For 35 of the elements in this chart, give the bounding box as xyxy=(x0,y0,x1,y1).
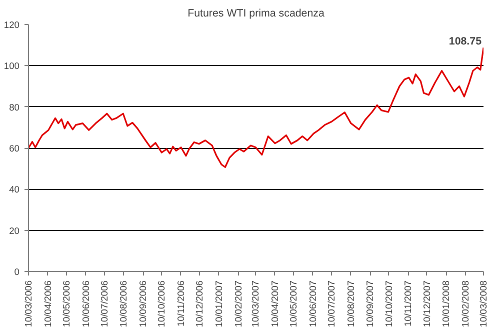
x-tick-label: 10/02/2008 xyxy=(460,280,470,328)
x-tick-label: 10/06/2007 xyxy=(308,280,318,328)
x-tick-label: 10/10/2007 xyxy=(384,280,394,328)
y-tick-label: 80 xyxy=(9,102,20,112)
x-tick-label: 10/11/2006 xyxy=(176,280,186,326)
chart-title: Futures WTI prima scadenza xyxy=(188,8,324,20)
x-tick-label: 10/03/2006 xyxy=(24,280,34,328)
y-tick-label: 100 xyxy=(4,61,20,72)
x-tick-label: 10/07/2006 xyxy=(99,280,110,328)
x-tick-label: 10/04/2006 xyxy=(42,280,53,328)
annotation: 108.75 xyxy=(448,36,482,48)
y-tick-label: 20 xyxy=(9,226,20,236)
x-tick-label: 10/12/2006 xyxy=(194,280,205,328)
y-tick-label: 60 xyxy=(9,144,20,154)
x-tick-label: 10/07/2007 xyxy=(326,280,337,328)
y-tick-label: 0 xyxy=(14,267,20,277)
x-tick-label: 10/11/2007 xyxy=(403,280,414,326)
x-tick-label: 10/09/2007 xyxy=(365,280,376,328)
x-tick-label: 10/01/2008 xyxy=(441,280,452,328)
x-tick-label: 10/10/2006 xyxy=(156,280,167,328)
x-tick-label: 10/02/2007 xyxy=(233,280,244,328)
x-tick-label: 10/03/2007 xyxy=(250,280,261,328)
x-tick-label: 10/08/2006 xyxy=(118,280,129,328)
x-tick-label: 10/04/2007 xyxy=(270,280,280,328)
line-series xyxy=(28,46,484,168)
x-tick-label: 10/12/2007 xyxy=(422,280,432,328)
x-tick-label: 10/06/2006 xyxy=(80,280,91,328)
y-tick-label: 40 xyxy=(9,184,20,195)
x-tick-label: 10/03/2008 xyxy=(478,280,488,328)
x-tick-label: 10/05/2007 xyxy=(288,280,299,328)
x-tick-label: 10/05/2006 xyxy=(61,280,72,328)
y-tick-label: 120 xyxy=(4,20,20,30)
x-tick-label: 10/09/2006 xyxy=(138,280,148,328)
x-tick-label: 10/08/2007 xyxy=(346,280,356,328)
x-tick-label: 10/01/2007 xyxy=(214,280,224,328)
